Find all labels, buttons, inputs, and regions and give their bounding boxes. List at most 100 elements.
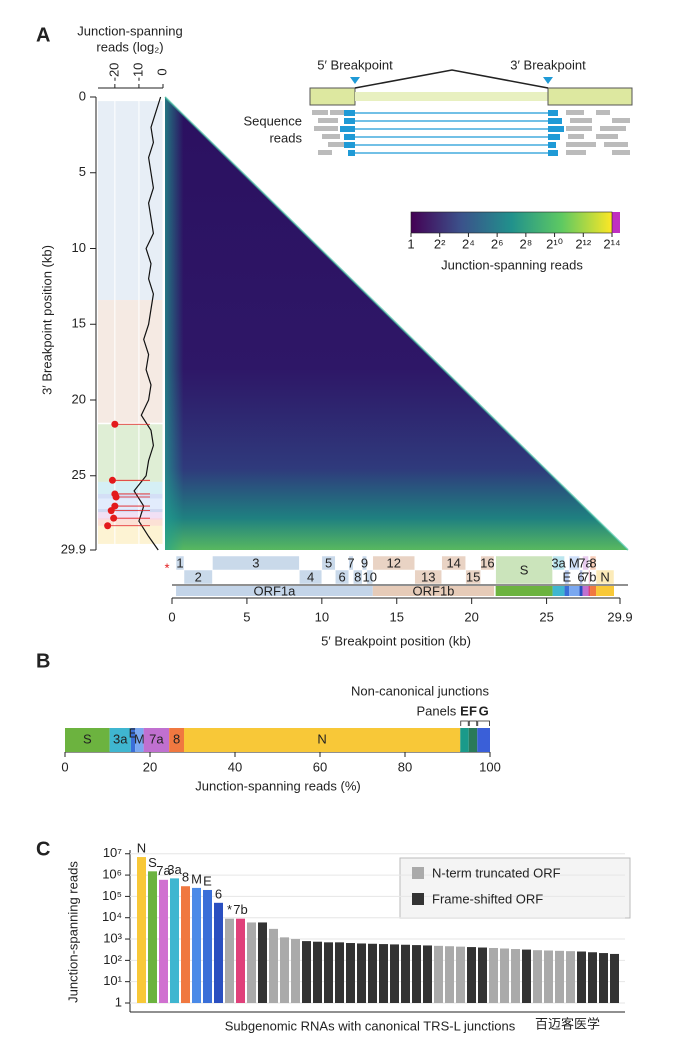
segment-label: E xyxy=(129,725,138,740)
segment-label: N xyxy=(317,731,326,746)
gene xyxy=(362,555,368,571)
y-tick-label: 1 xyxy=(115,994,122,1009)
gene-label: 15 xyxy=(466,569,480,584)
colorbar-tick-label: 2¹⁴ xyxy=(603,236,620,251)
bar xyxy=(181,886,190,1003)
bar xyxy=(434,945,443,1003)
x-tick-label: 0 xyxy=(168,609,175,624)
segment-label: 8 xyxy=(173,731,180,746)
bar-segment xyxy=(135,728,144,752)
reads xyxy=(312,110,630,155)
profile-line xyxy=(133,96,162,551)
gene-label: 14 xyxy=(446,555,460,570)
colorbar-tick-label: 2⁶ xyxy=(491,236,504,251)
gene xyxy=(441,555,466,571)
gene xyxy=(568,555,580,571)
legend-label: Frame-shifted ORF xyxy=(432,891,543,906)
canonical-point xyxy=(107,507,115,515)
bar-segment xyxy=(65,728,110,752)
colorbar-tick-label: 2² xyxy=(434,236,446,251)
bar xyxy=(390,944,399,1003)
bar-segment xyxy=(169,728,184,752)
legend-label: N-term truncated ORF xyxy=(432,865,561,880)
noncanonical-title: Non-canonical junctions xyxy=(351,683,490,698)
canonical-point xyxy=(112,493,120,501)
gene xyxy=(495,555,553,585)
colorbar-overflow xyxy=(612,212,620,233)
y-tick-label: 10¹ xyxy=(103,973,122,988)
gene-label: N xyxy=(600,569,609,584)
orf-label: ORF1b xyxy=(413,583,455,598)
gene-strip xyxy=(564,586,570,596)
bar-label: 6 xyxy=(215,886,222,901)
gene-label: 8 xyxy=(589,555,596,570)
bar-segment xyxy=(184,728,461,752)
profile-tick-label: 0 xyxy=(154,68,169,75)
gene-label: 10 xyxy=(363,569,377,584)
gene xyxy=(480,555,495,571)
canonical-point xyxy=(104,522,112,530)
gene xyxy=(353,569,363,585)
gene-label: 3 xyxy=(252,555,259,570)
bar xyxy=(247,922,256,1003)
gene-label: 13 xyxy=(421,569,435,584)
x-tick-label: 5 xyxy=(243,609,250,624)
y-tick-label: 29.9 xyxy=(61,541,86,556)
canonical-point xyxy=(111,420,119,428)
bar xyxy=(412,945,421,1003)
gene xyxy=(366,569,374,585)
y-axis-label: Junction-spanning reads xyxy=(65,861,80,1003)
bar xyxy=(313,941,322,1003)
panel-label: B xyxy=(36,650,50,672)
bar xyxy=(368,943,377,1003)
bar xyxy=(159,879,168,1003)
bar xyxy=(401,944,410,1003)
schematic-right-label: 3′ Breakpoint xyxy=(510,57,586,72)
profile-band xyxy=(98,424,163,482)
profile-band xyxy=(98,518,163,520)
bar xyxy=(148,871,157,1003)
x-tick-label: 0 xyxy=(61,759,68,774)
bar-label: 7b xyxy=(233,902,247,917)
segment-label: S xyxy=(83,731,92,746)
gene-strip xyxy=(579,586,583,596)
bar xyxy=(577,951,586,1003)
bar-label: M xyxy=(191,871,202,886)
bar xyxy=(500,948,509,1003)
gene xyxy=(414,569,442,585)
x-axis-label: Subgenomic RNAs with canonical TRS-L jun… xyxy=(225,1018,516,1033)
x-tick-label: 80 xyxy=(398,759,412,774)
gene xyxy=(183,569,213,585)
y-tick-label: 10² xyxy=(103,952,122,967)
gene-label: 8 xyxy=(354,569,361,584)
bar xyxy=(225,918,234,1003)
gene xyxy=(589,555,597,571)
bar xyxy=(280,937,289,1003)
bar xyxy=(489,947,498,1003)
gene xyxy=(579,569,583,585)
gene-strip xyxy=(569,586,580,596)
gene xyxy=(552,555,565,571)
gene xyxy=(372,555,415,571)
bar-label: 3a xyxy=(167,862,182,877)
y-tick-label: 10⁵ xyxy=(102,888,122,903)
profile-title: Junction-spanning xyxy=(77,23,183,38)
canonical-point xyxy=(110,514,118,522)
x-tick-label: 10 xyxy=(315,609,329,624)
bar xyxy=(478,947,487,1003)
gene-label: 3a xyxy=(551,555,566,570)
watermark: 百迈客医学 xyxy=(535,1016,600,1031)
canonical-point xyxy=(108,476,116,484)
gene xyxy=(299,569,323,585)
profile-band xyxy=(98,512,163,519)
breakpoint-marker xyxy=(350,77,360,84)
bar-segment xyxy=(130,728,136,752)
y-tick-label: 10 xyxy=(72,240,86,255)
bar-segment xyxy=(143,728,170,752)
x-tick-label: 15 xyxy=(390,609,404,624)
y-tick-label: 10⁴ xyxy=(102,909,122,924)
bar xyxy=(588,952,597,1003)
x-tick-label: 25 xyxy=(539,609,553,624)
y-tick-label: 10³ xyxy=(103,930,122,945)
x-axis-label: 5′ Breakpoint position (kb) xyxy=(321,633,471,648)
